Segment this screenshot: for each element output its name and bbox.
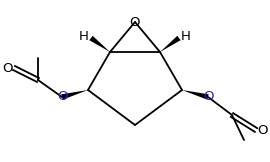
Polygon shape bbox=[89, 36, 110, 52]
Polygon shape bbox=[61, 90, 88, 100]
Text: O: O bbox=[257, 123, 268, 137]
Text: O: O bbox=[2, 62, 13, 75]
Polygon shape bbox=[160, 36, 181, 52]
Text: H: H bbox=[181, 30, 191, 44]
Polygon shape bbox=[182, 90, 209, 100]
Text: O: O bbox=[130, 16, 140, 29]
Text: O: O bbox=[203, 91, 213, 104]
Text: O: O bbox=[57, 91, 67, 104]
Text: H: H bbox=[79, 30, 89, 44]
